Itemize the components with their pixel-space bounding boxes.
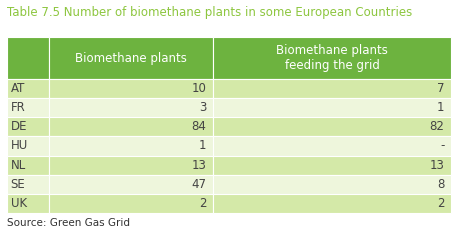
Text: 8: 8 — [437, 178, 444, 191]
Text: SE: SE — [11, 178, 25, 191]
Text: 3: 3 — [199, 101, 207, 114]
Text: -: - — [440, 140, 444, 153]
Text: UK: UK — [11, 197, 27, 210]
Text: 10: 10 — [192, 82, 207, 95]
Text: Biomethane plants: Biomethane plants — [75, 52, 187, 65]
Text: NL: NL — [11, 159, 26, 172]
Text: 1: 1 — [437, 101, 444, 114]
Text: FR: FR — [11, 101, 25, 114]
Text: Source: Green Gas Grid: Source: Green Gas Grid — [7, 218, 130, 228]
Text: 84: 84 — [192, 120, 207, 133]
Text: HU: HU — [11, 140, 28, 153]
Text: 7: 7 — [437, 82, 444, 95]
Text: 2: 2 — [437, 197, 444, 210]
Text: Biomethane plants
feeding the grid: Biomethane plants feeding the grid — [276, 44, 388, 72]
Text: 13: 13 — [430, 159, 444, 172]
Text: 47: 47 — [191, 178, 207, 191]
Text: Table 7.5 Number of biomethane plants in some European Countries: Table 7.5 Number of biomethane plants in… — [7, 6, 412, 19]
Text: 2: 2 — [199, 197, 207, 210]
Text: 1: 1 — [199, 140, 207, 153]
Text: DE: DE — [11, 120, 27, 133]
Text: 13: 13 — [192, 159, 207, 172]
Text: AT: AT — [11, 82, 25, 95]
Text: 82: 82 — [430, 120, 444, 133]
